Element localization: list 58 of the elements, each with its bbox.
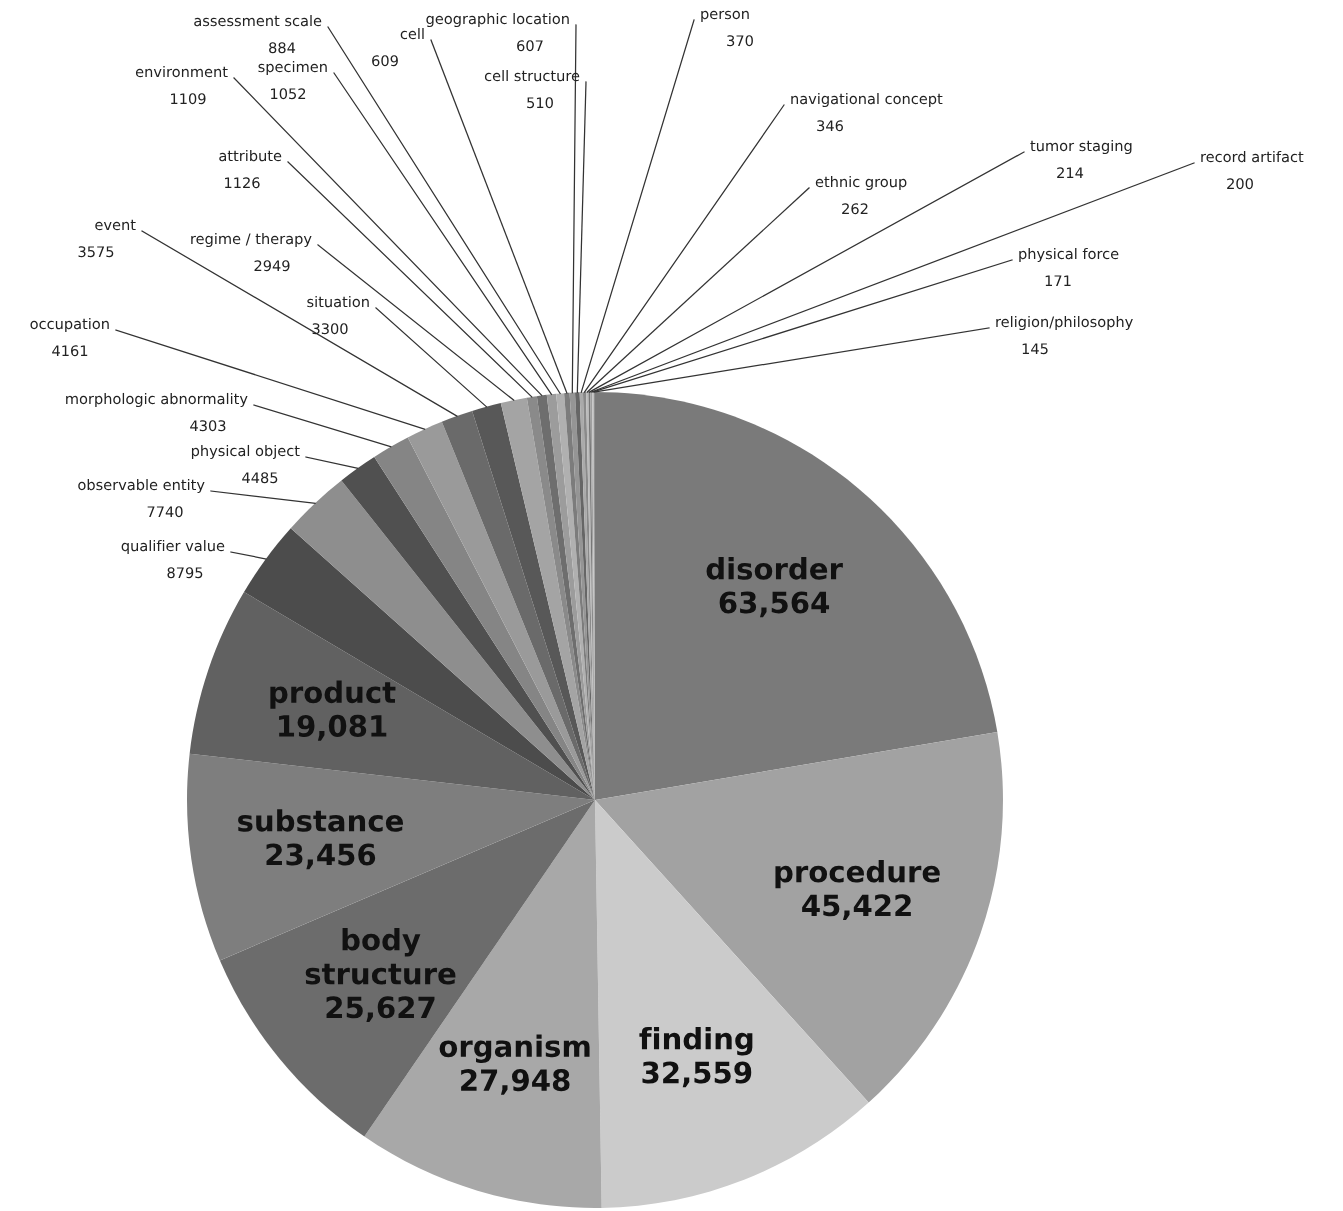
slice-label: tumor staging: [1030, 139, 1132, 155]
slice-label: qualifier value: [121, 539, 225, 555]
data-label: 346: [817, 120, 843, 132]
data-label: 607: [517, 40, 543, 52]
slice-label: physical force: [1019, 247, 1119, 263]
slice-label: person: [701, 10, 749, 23]
slice-label: body structure: [305, 927, 456, 985]
data-label: 7740: [147, 506, 183, 518]
data-label: 3575: [78, 246, 114, 258]
slice-label: occupation: [30, 317, 109, 333]
data-label: 200: [1227, 178, 1253, 190]
data-label: 8795: [167, 567, 203, 579]
slice-label: finding: [639, 1026, 753, 1056]
data-label: 884: [269, 42, 296, 54]
slice-label: record artifact: [1201, 150, 1304, 163]
slice-label: geographic location: [426, 12, 569, 28]
data-label: 4485: [242, 472, 278, 484]
slice-label: event: [95, 219, 136, 231]
data-label: 27,948: [461, 1069, 570, 1095]
data-label: 25,627: [326, 996, 435, 1023]
slice-label: product: [270, 680, 396, 709]
data-label: 1109: [171, 93, 206, 105]
data-label: 1126: [225, 177, 260, 189]
slice-label: procedure: [775, 859, 940, 889]
slice-label: observable entity: [78, 478, 205, 494]
data-label: 510: [527, 97, 553, 109]
slice-label: attribute: [219, 149, 282, 162]
slice-label: disorder: [706, 557, 843, 580]
data-label: 23,456: [266, 843, 376, 870]
slice-label: specimen: [258, 60, 327, 76]
pie-slice: [187, 753, 595, 961]
data-label: 4161: [52, 345, 88, 357]
slice-label: regime / therapy: [191, 232, 312, 248]
slice-label: morphologic abnormality: [66, 392, 248, 408]
slice-label: physical object: [191, 444, 300, 460]
data-label: 3300: [312, 323, 348, 335]
data-label: 171: [1045, 275, 1071, 287]
data-label: 214: [1057, 167, 1084, 179]
data-label: 262: [842, 203, 868, 215]
data-label: 63,564: [719, 591, 830, 618]
slice-label: ethnic group: [815, 175, 907, 191]
slice-label: situation: [307, 295, 369, 308]
data-label: 370: [727, 35, 753, 47]
data-label: 45,422: [802, 894, 911, 921]
data-label: 1052: [271, 88, 306, 100]
data-label: 19,081: [279, 714, 387, 741]
data-label: 4303: [190, 420, 226, 432]
slice-label: assessment scale: [194, 14, 322, 27]
data-label: 145: [1022, 343, 1048, 355]
slice-label: cell: [400, 27, 424, 40]
data-label: 32,559: [642, 1061, 752, 1088]
data-label: 609: [372, 55, 398, 67]
slice-label: environment: [135, 65, 228, 78]
data-label: 2949: [254, 260, 290, 272]
slice-label: substance: [238, 809, 403, 832]
slice-label: organism: [439, 1034, 590, 1064]
slice-label: navigational concept: [791, 92, 943, 108]
slice-label: religion/philosophy: [996, 315, 1133, 331]
